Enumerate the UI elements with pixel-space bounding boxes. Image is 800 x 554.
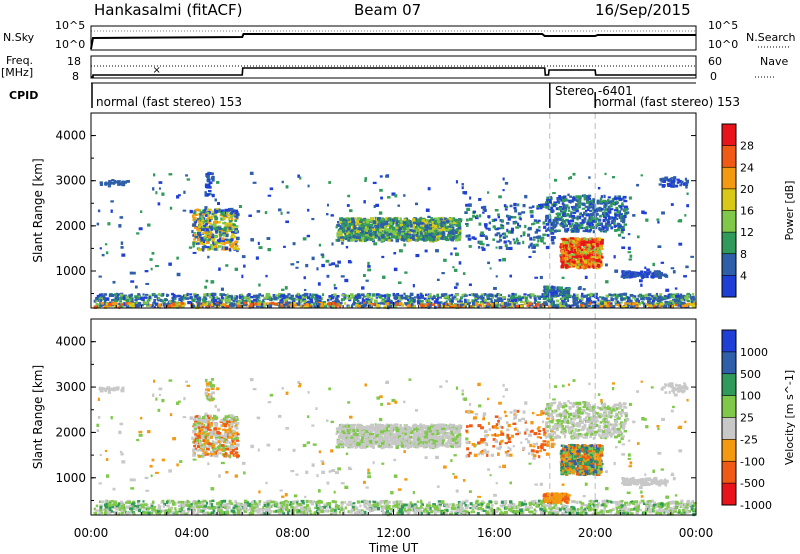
power-patch-late-high	[658, 176, 689, 189]
xtick-label-6: 00:00	[679, 526, 714, 540]
nave-label: Nave	[760, 55, 789, 68]
nsky-panel	[90, 25, 697, 51]
velocity-patch-early-high	[98, 386, 125, 393]
power-patch-high	[204, 171, 215, 198]
velocity-colorbar-swatch-6	[722, 461, 736, 484]
velocity-ytick-label-3: 1000	[55, 471, 86, 485]
velocity-scatter-afternoon	[465, 409, 555, 459]
power-band-midday	[335, 216, 463, 243]
power-ytick-label-3: 1000	[55, 264, 86, 278]
power-colorbar-swatch-6	[722, 253, 736, 276]
velocity-band-midday	[335, 423, 463, 450]
velocity-ytick-label-1: 3000	[55, 380, 86, 394]
power-colorbar-label-2: 20	[740, 183, 754, 196]
x-axis-label: Time UT	[368, 541, 419, 554]
power-patch-late	[620, 270, 669, 280]
velocity-ytick-label-0: 4000	[55, 335, 86, 349]
velocity-ylabel: Slant Range [km]	[31, 365, 45, 469]
velocity-colorbar-label-0: 1000	[740, 346, 768, 359]
power-colorbar-swatch-5	[722, 232, 736, 254]
cpid-label: CPID	[9, 89, 39, 102]
power-ytick-label-2: 2000	[55, 219, 86, 233]
freq-label-line2: [MHz]	[1, 66, 34, 79]
nave-tick-low: 0	[710, 70, 717, 83]
freq-label-line1: Freq.	[6, 54, 34, 67]
velocity-colorbar-swatch-5	[722, 439, 736, 462]
velocity-patch-near	[542, 492, 571, 505]
date-label: 16/Sep/2015	[595, 1, 691, 19]
velocity-patch-morning	[191, 414, 240, 459]
velocity-colorbar-swatch-3	[722, 395, 736, 418]
velocity-patch-evening-strong	[559, 443, 604, 477]
power-colorbar-swatch-0	[722, 124, 736, 146]
velocity-colorbar-label-2: 100	[740, 390, 761, 403]
velocity-patch-evening-upper	[544, 400, 630, 441]
nsky-tick-low: 10^0	[55, 38, 86, 51]
power-patch-morning	[191, 207, 240, 252]
xtick-label-0: 00:00	[74, 526, 109, 540]
velocity-colorbar-swatch-0	[722, 330, 736, 352]
power-near-range-strong	[93, 301, 697, 310]
power-patch-near	[542, 285, 571, 298]
power-colorbar-label-5: 8	[740, 248, 747, 261]
xtick-label-1: 04:00	[175, 526, 210, 540]
power-colorbar-swatch-3	[722, 188, 736, 211]
cpid-segment-1: normal (fast stereo) 153	[96, 95, 243, 109]
xtick-label-2: 08:00	[275, 526, 310, 540]
power-patch-evening-strong	[559, 237, 604, 270]
nsearch-tick-high: 10^5	[708, 19, 739, 32]
cpid-segment-2: Stereo -6401	[555, 84, 633, 98]
power-scatter-afternoon	[464, 203, 555, 251]
xtick-label-5: 20:00	[578, 526, 613, 540]
power-patch-early-high	[99, 179, 130, 187]
radar-title: Hankasalmi (fitACF)	[94, 1, 243, 19]
cpid-segment-3: normal (fast stereo) 153	[594, 95, 741, 109]
power-ytick-label-1: 3000	[55, 174, 86, 188]
nsky-trace	[90, 33, 696, 50]
beam-label: Beam 07	[354, 1, 422, 19]
velocity-ytick-label-2: 2000	[55, 425, 86, 439]
nsearch-label: N.Search	[746, 31, 796, 44]
nsearch-tick-low: 10^0	[708, 38, 739, 51]
nave-tick-high: 60	[708, 55, 722, 68]
freq-trace	[91, 67, 696, 78]
velocity-patch-late-high	[660, 382, 689, 394]
power-colorbar-label-1: 24	[740, 161, 754, 174]
power-colorbar-label-6: 4	[740, 269, 747, 282]
freq-tick-low: 8	[72, 70, 79, 83]
nsky-tick-high: 10^5	[55, 19, 86, 32]
xtick-label-4: 16:00	[477, 526, 512, 540]
power-ylabel: Slant Range [km]	[31, 158, 45, 262]
velocity-colorbar-label-4: -25	[740, 433, 758, 446]
velocity-colorbar-label-1: 500	[740, 368, 761, 381]
power-colorbar-label-4: 12	[740, 226, 754, 239]
power-colorbar-label-3: 16	[740, 205, 754, 218]
power-colorbar-swatch-1	[722, 145, 736, 168]
freq-tick-high: 18	[67, 55, 81, 68]
velocity-patch-high	[204, 378, 216, 402]
nsky-label: N.Sky	[3, 31, 35, 44]
velocity-colorbar-label-3: 25	[740, 412, 754, 425]
velocity-near-range	[93, 499, 697, 517]
xtick-label-3: 12:00	[376, 526, 411, 540]
velocity-colorbar-label-7: -1000	[740, 499, 772, 512]
velocity-colorbar-swatch-7	[722, 483, 736, 505]
velocity-colorbar-swatch-1	[722, 351, 736, 374]
power-colorbar-title: Power [dB]	[783, 181, 796, 241]
velocity-colorbar-swatch-2	[722, 373, 736, 396]
power-colorbar-label-0: 28	[740, 140, 754, 153]
velocity-colorbar-swatch-4	[722, 417, 736, 440]
velocity-patch-late	[621, 476, 669, 487]
freq-panel	[90, 55, 697, 79]
power-colorbar-swatch-7	[722, 275, 736, 297]
velocity-colorbar-label-5: -100	[740, 455, 765, 468]
velocity-colorbar-title: Velocity [m s^-1]	[783, 370, 796, 465]
power-colorbar-swatch-4	[722, 210, 736, 233]
power-colorbar-swatch-2	[722, 167, 736, 189]
freq-marker: ×	[153, 65, 161, 76]
velocity-colorbar-label-6: -500	[740, 477, 765, 490]
power-ytick-label-0: 4000	[55, 129, 86, 143]
